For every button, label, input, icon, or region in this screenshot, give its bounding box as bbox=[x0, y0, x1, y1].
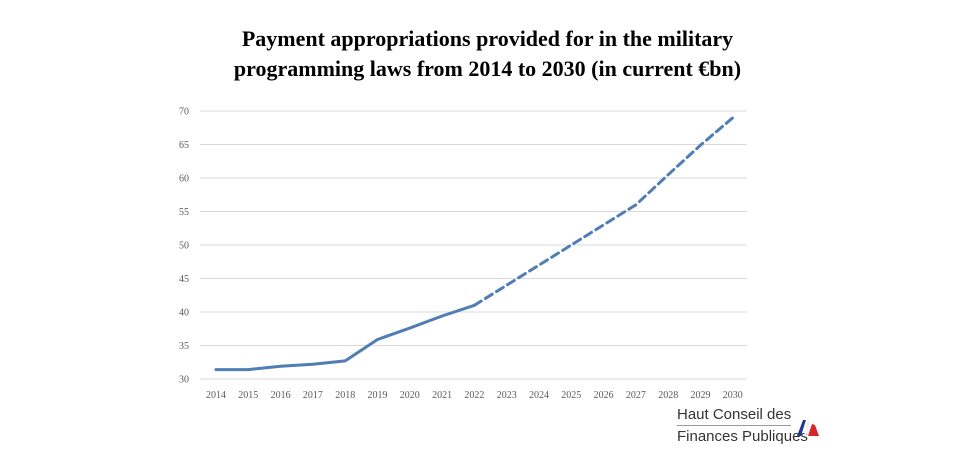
x-tick-label: 2016 bbox=[271, 390, 291, 401]
x-tick-label: 2025 bbox=[561, 390, 581, 401]
y-tick-label: 50 bbox=[179, 241, 189, 252]
flag-white-stripe bbox=[803, 421, 810, 437]
x-tick-label: 2017 bbox=[303, 390, 323, 401]
x-tick-label: 2014 bbox=[206, 390, 226, 401]
x-axis-ticks: 2014 2015 2016 2017 2018 2019 2020 2021 2022 2023… bbox=[206, 390, 743, 401]
x-tick-label: 2026 bbox=[594, 390, 614, 401]
chart-title: Payment appropriations provided for in t… bbox=[0, 24, 975, 84]
flag-red-stripe bbox=[808, 424, 819, 436]
logo-divider bbox=[677, 425, 791, 426]
x-tick-label: 2021 bbox=[432, 390, 452, 401]
gridlines bbox=[200, 110, 747, 380]
chart-title-line-2: programming laws from 2014 to 2030 (in c… bbox=[233, 56, 742, 81]
x-tick-label: 2020 bbox=[400, 390, 420, 401]
x-tick-label: 2019 bbox=[368, 390, 388, 401]
flag-blue-stripe bbox=[797, 420, 806, 436]
y-tick-label: 70 bbox=[179, 107, 189, 118]
x-tick-label: 2030 bbox=[723, 390, 743, 401]
series-line-actual bbox=[214, 303, 476, 372]
y-tick-label: 35 bbox=[179, 341, 189, 352]
x-tick-label: 2027 bbox=[626, 390, 646, 401]
y-axis-ticks: 30 35 40 45 50 55 60 65 70 bbox=[179, 107, 189, 386]
x-tick-label: 2029 bbox=[691, 390, 711, 401]
y-tick-label: 40 bbox=[179, 308, 189, 319]
hcfp-logo: Haut Conseil des Finances Publiques bbox=[677, 404, 827, 454]
logo-text-line-1: Haut Conseil des bbox=[677, 406, 792, 423]
x-tick-label: 2015 bbox=[238, 390, 258, 401]
series-lines bbox=[214, 116, 735, 372]
x-tick-label: 2024 bbox=[529, 390, 549, 401]
x-tick-label: 2023 bbox=[497, 390, 517, 401]
y-tick-label: 30 bbox=[179, 375, 189, 386]
x-tick-label: 2018 bbox=[335, 390, 355, 401]
y-tick-label: 60 bbox=[179, 174, 189, 185]
french-flag-icon bbox=[797, 420, 819, 437]
y-tick-label: 65 bbox=[179, 140, 189, 151]
x-tick-label: 2022 bbox=[464, 390, 484, 401]
y-tick-label: 55 bbox=[179, 207, 189, 218]
logo-text-line-2: Finances Publiques bbox=[677, 428, 808, 445]
series-line-planned bbox=[472, 116, 735, 307]
y-tick-label: 45 bbox=[179, 274, 189, 285]
x-tick-label: 2028 bbox=[658, 390, 678, 401]
chart-title-line-1: Payment appropriations provided for in t… bbox=[241, 26, 734, 51]
